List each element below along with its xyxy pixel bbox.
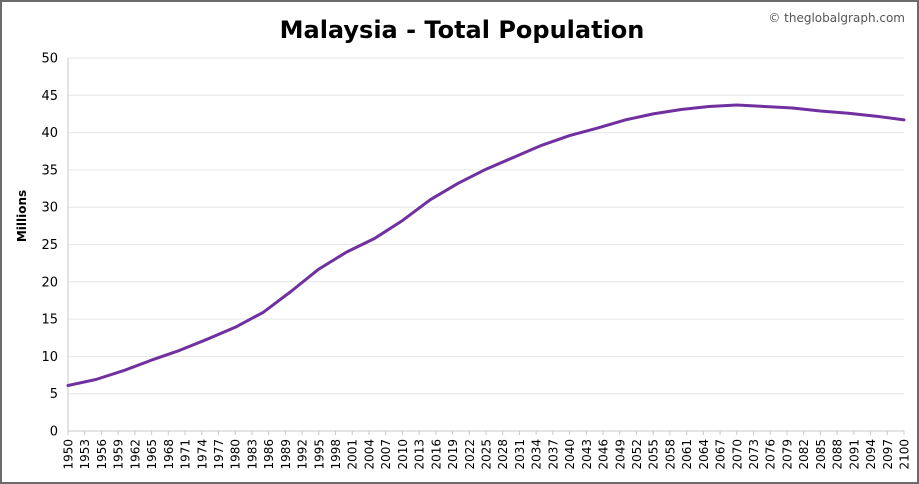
- x-tick-label: 2007: [379, 439, 393, 470]
- axes: [67, 58, 905, 435]
- x-tick-label: 2028: [496, 439, 510, 470]
- x-tick-label: 1956: [95, 439, 109, 470]
- x-tick-label: 2046: [597, 439, 611, 470]
- x-tick-label: 1983: [245, 439, 259, 470]
- x-tick-label: 2016: [429, 439, 443, 470]
- x-tick-label: 2034: [530, 439, 544, 470]
- x-tick-label: 2049: [613, 439, 627, 470]
- x-tick-label: 1977: [212, 439, 226, 470]
- x-tick-label: 2058: [663, 439, 677, 470]
- x-tick-label: 1950: [62, 439, 76, 470]
- x-tick-label: 2067: [714, 439, 728, 470]
- y-tick-label: 0: [50, 425, 58, 440]
- x-tick-label: 1959: [112, 439, 126, 470]
- x-tick-label: 2097: [881, 439, 895, 470]
- y-tick-label: 25: [41, 238, 58, 253]
- x-tick-label: 2070: [730, 439, 744, 470]
- y-tick-label: 20: [41, 275, 58, 290]
- y-tick-label: 45: [41, 89, 58, 104]
- series-line: [66, 103, 906, 387]
- x-tick-label: 2022: [463, 439, 477, 470]
- series-layer: [66, 103, 906, 387]
- x-tick-label: 2082: [797, 439, 811, 470]
- chart-title: Malaysia - Total Population: [280, 16, 645, 44]
- x-tick-label: 2001: [346, 439, 360, 470]
- y-axis-label: Millions: [15, 190, 29, 242]
- x-tick-label: 2061: [680, 439, 694, 470]
- x-tick-label: 1998: [329, 439, 343, 470]
- x-tick-label: 2079: [780, 439, 794, 470]
- x-tick-label: 1962: [128, 439, 142, 470]
- x-tick-label: 1971: [179, 439, 193, 470]
- x-tick-label: 1980: [229, 439, 243, 470]
- x-tick-label: 2025: [480, 439, 494, 470]
- x-tick-label: 2100: [898, 439, 912, 470]
- x-tick-label: 1968: [162, 439, 176, 470]
- y-tick-label: 35: [41, 163, 58, 178]
- x-tick-label: 1989: [279, 439, 293, 470]
- x-tick-label: 2085: [814, 439, 828, 470]
- x-tick-label: 1953: [78, 439, 92, 470]
- y-tick-labels: 0 5 10 15 20 25 30 35 40 45 50: [41, 52, 58, 440]
- y-tick-label: 40: [41, 126, 58, 141]
- gridlines: [68, 57, 904, 395]
- x-tick-label: 2073: [747, 439, 761, 470]
- x-tick-label: 2037: [546, 439, 560, 470]
- y-tick-label: 30: [41, 201, 58, 216]
- x-tick-label: 2052: [630, 439, 644, 470]
- x-tick-label: 2010: [396, 439, 410, 470]
- x-tick-label: 2088: [831, 439, 845, 470]
- x-tick-label: 2064: [697, 439, 711, 470]
- x-tick-label: 2019: [446, 439, 460, 470]
- x-tick-label: 2040: [563, 439, 577, 470]
- x-tick-labels: 1950 1953 1956 1959 1962 1965 1968 1971 1974 1977…: [62, 439, 912, 470]
- y-tick-label: 15: [41, 313, 58, 328]
- x-tick-label: 1965: [145, 439, 159, 470]
- x-tick-label: 2055: [647, 439, 661, 470]
- x-tick-label: 2013: [413, 439, 427, 470]
- y-tick-label: 10: [41, 350, 58, 365]
- x-tick-label: 2094: [864, 439, 878, 470]
- x-tick-label: 1995: [312, 439, 326, 470]
- x-tick-label: 1974: [195, 439, 209, 470]
- x-tick-label: 2004: [362, 439, 376, 470]
- credit-text: © theglobalgraph.com: [768, 11, 905, 25]
- x-tick-label: 2076: [764, 439, 778, 470]
- x-tick-label: 1986: [262, 439, 276, 470]
- x-tick-label: 1992: [296, 439, 310, 470]
- x-tick-label: 2031: [513, 439, 527, 470]
- y-tick-label: 50: [41, 52, 58, 67]
- x-tick-label: 2043: [580, 439, 594, 470]
- y-tick-label: 5: [50, 387, 58, 402]
- x-tick-label: 2091: [847, 439, 861, 470]
